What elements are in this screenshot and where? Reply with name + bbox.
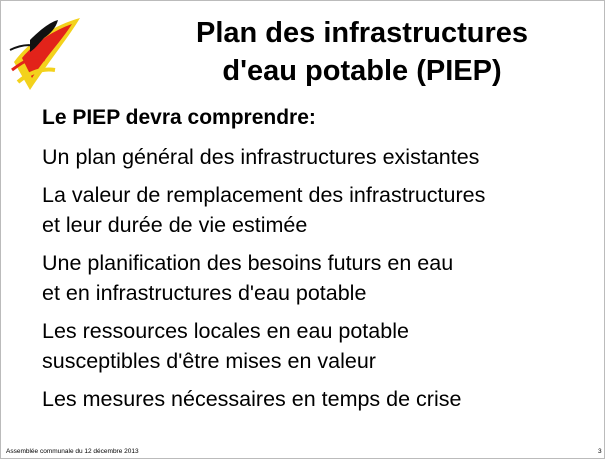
item-line: La valeur de remplacement des infrastruc… (42, 183, 485, 207)
item-line: et en infrastructures d'eau potable (42, 281, 366, 305)
subtitle: Le PIEP devra comprendre: (42, 106, 316, 129)
item-line: Une planification des besoins futurs en … (42, 251, 453, 275)
item-line: et leur durée de vie estimée (42, 213, 307, 237)
title-line: d'eau potable (PIEP) (222, 55, 501, 87)
page-number: 3 (598, 448, 602, 455)
item-line: Un plan général des infrastructures exis… (42, 145, 479, 169)
item-line: Les mesures nécessaires en temps de cris… (42, 387, 461, 411)
title-line: Plan des infrastructures (196, 17, 528, 49)
item-line: Les ressources locales en eau potable (42, 319, 409, 343)
item-line: susceptibles d'être mises en valeur (42, 349, 376, 373)
logo (9, 18, 80, 90)
footer: Assemblée communale du 12 décembre 2013 (6, 448, 139, 455)
